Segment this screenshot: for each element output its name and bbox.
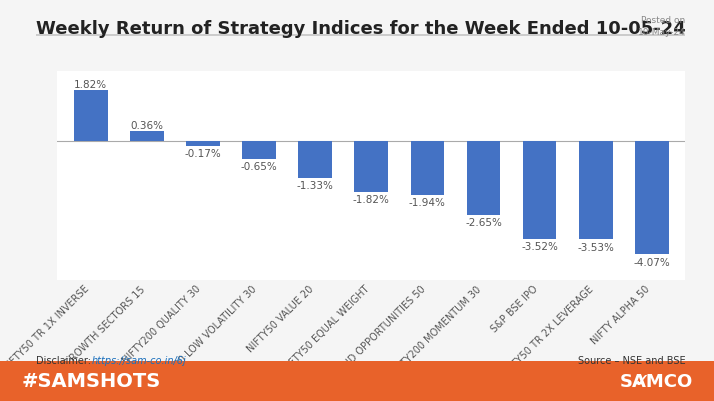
Text: -2.65%: -2.65% <box>465 218 502 227</box>
Text: ✓: ✓ <box>633 371 650 391</box>
Text: https://sam-co.in/6j: https://sam-co.in/6j <box>91 355 186 365</box>
Text: Disclaimer:: Disclaimer: <box>36 355 94 365</box>
Text: -3.52%: -3.52% <box>521 242 558 252</box>
Text: -4.07%: -4.07% <box>633 257 670 267</box>
Text: 1.82%: 1.82% <box>74 80 107 90</box>
Text: SAMCO: SAMCO <box>619 372 693 390</box>
Text: #SAMSHOTS: #SAMSHOTS <box>21 371 161 391</box>
Bar <box>411 142 444 196</box>
Bar <box>186 142 220 146</box>
Text: 0.36%: 0.36% <box>131 120 164 130</box>
Text: -1.94%: -1.94% <box>409 198 446 208</box>
Bar <box>242 142 276 160</box>
Bar <box>130 132 164 142</box>
Bar <box>74 91 108 142</box>
Text: -1.33%: -1.33% <box>297 181 333 191</box>
Text: Source – NSE and BSE: Source – NSE and BSE <box>578 355 685 365</box>
Text: Posted on
10-May-24: Posted on 10-May-24 <box>638 16 685 37</box>
Text: -0.65%: -0.65% <box>241 162 278 172</box>
Bar <box>467 142 501 215</box>
Bar <box>354 142 388 192</box>
Bar <box>298 142 332 179</box>
Bar <box>579 142 613 240</box>
Text: Weekly Return of Strategy Indices for the Week Ended 10-05-24: Weekly Return of Strategy Indices for th… <box>36 20 685 38</box>
Bar <box>523 142 556 239</box>
Text: -1.82%: -1.82% <box>353 194 390 205</box>
Text: -0.17%: -0.17% <box>185 149 221 159</box>
Bar <box>635 142 668 255</box>
Text: -3.53%: -3.53% <box>577 242 614 252</box>
